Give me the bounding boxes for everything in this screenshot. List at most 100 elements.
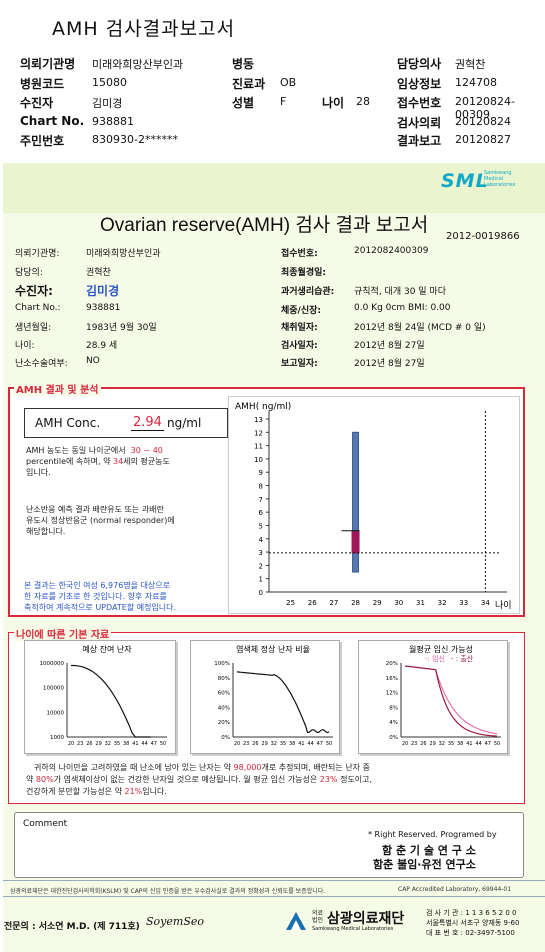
x-tick-label: 29	[95, 741, 101, 747]
amh-conc-label: AMH Conc.	[35, 416, 101, 430]
foundation-name: 삼광의료재단	[327, 911, 405, 927]
report-number: 2012-0019866	[446, 231, 520, 242]
x-tick-label: 31	[416, 599, 425, 607]
header-key: 진료과	[232, 77, 266, 91]
cert-text: 삼광의료재단은 대한진단검사의학회(KSLM) 및 CAP의 신임 인증을 받은…	[10, 888, 326, 895]
amh-response-text: 난소반응 예측 결과 배란유도 또는 과배란 유도시 정상반응군 (normal…	[26, 505, 175, 536]
y-tick-label: 2	[259, 562, 263, 570]
header-key: 임상정보	[397, 77, 442, 91]
info-key: 나이:	[15, 341, 35, 351]
header-value: 미래와희망산부인과	[92, 58, 184, 71]
y-tick-label: 8%	[389, 705, 398, 711]
x-tick-label: 50	[160, 741, 166, 747]
header-value: 15080	[92, 76, 127, 89]
header-key: 검사의뢰	[397, 116, 442, 130]
info-key: 보고일자:	[281, 359, 318, 369]
y-tick-label: 11	[254, 443, 263, 451]
comment-label: Comment	[23, 819, 68, 829]
x-tick-label: 38	[289, 741, 295, 747]
x-tick-label: 50	[326, 741, 332, 747]
info-value: 2012년 8월 27일	[354, 341, 425, 351]
y-tick-label: 100%	[214, 661, 230, 667]
y-tick-label: 12	[254, 429, 263, 437]
header-key: 결과보고	[397, 134, 442, 148]
header-key: 병동	[232, 57, 255, 71]
x-tick-label: 47	[317, 741, 323, 747]
x-tick-label: 35	[280, 741, 286, 747]
chromosome-chart: 염색체 정상 난자 비율 100% 80% 60% 40% 20% 0% 20 23 26 29 32…	[214, 644, 333, 747]
egg-count-chart-panel: 예상 잔여 난자 1000000 100000 10000 1000 20 23 26 29 32…	[24, 640, 176, 754]
x-tick-label: 29	[429, 741, 435, 747]
info-key: 검사일자:	[281, 341, 318, 351]
y-tick-label: 60%	[218, 691, 230, 697]
footer-divider-2	[3, 896, 545, 897]
y-tick-label: 1000000	[40, 661, 65, 667]
info-value: 2012082400309	[354, 246, 429, 256]
foundation-contact: 검 사 기 관 : 1 1 3 6 5 2 0 0 서울특별시 서초구 양재동 …	[426, 909, 520, 937]
x-tick-label: 44	[307, 741, 313, 747]
info-key: 의뢰기관명:	[15, 249, 60, 259]
header-value: 김미경	[92, 97, 123, 110]
y-tick-label: 6	[259, 509, 264, 517]
chromosome-line	[236, 671, 330, 734]
header-key: 나이	[322, 96, 345, 110]
x-tick-label: 41	[132, 741, 138, 747]
x-tick-label: 32	[438, 599, 447, 607]
info-value: 2012년 8월 27일	[354, 359, 425, 369]
birth-line	[404, 665, 498, 737]
header-value: 28	[356, 95, 370, 108]
y-tick-label: 10	[254, 456, 263, 464]
info-key: 생년월일:	[15, 323, 52, 333]
x-tick-label: 23	[411, 741, 417, 747]
x-tick-label: 41	[466, 741, 472, 747]
x-tick-label: 35	[448, 741, 454, 747]
doctor-signature: SoyemSeo	[146, 915, 204, 928]
info-value: 2012년 8월 24일 (MCD # 0 일)	[354, 323, 486, 333]
header-value: 830930-2******	[92, 133, 178, 146]
y-tick-label: 13	[254, 416, 263, 424]
page-title: AMH 검사결과보고서	[52, 18, 236, 40]
y-tick-label: 1000	[50, 735, 64, 741]
info-key: 최종월경일:	[281, 268, 326, 278]
egg-count-line	[71, 664, 151, 738]
header-value: 20120824	[455, 115, 511, 128]
y-tick-label: 40%	[218, 705, 230, 711]
x-tick-label: 47	[151, 741, 157, 747]
header-value: 124708	[455, 76, 497, 89]
rights-text: * Right Reserved. Programed by	[368, 830, 497, 839]
x-tick-label: 20	[402, 741, 408, 747]
x-tick-label: 35	[114, 741, 120, 747]
info-value: 규칙적, 대개 30 일 마다	[354, 287, 446, 297]
header-key: Chart No.	[20, 114, 85, 128]
info-value: 김미경	[86, 284, 120, 298]
legend-pregnancy: -: 임신	[425, 654, 445, 663]
chart-title: 월평균 임신 가능성	[409, 644, 473, 654]
info-value: 미래와희망산부인과	[86, 249, 161, 259]
info-key: 접수번호:	[281, 249, 318, 259]
amh-conc-box: AMH Conc. 2.94 ng/ml	[24, 408, 228, 438]
chromosome-chart-panel: 염색체 정상 난자 비율 100% 80% 60% 40% 20% 0% 20 23 26 29 32…	[190, 640, 340, 754]
x-tick-label: 33	[459, 599, 468, 607]
y-tick-label: 20%	[386, 661, 398, 667]
x-tick-label: 30	[394, 599, 403, 607]
cap-text: CAP Accredited Laboratory, 69944-01	[398, 886, 512, 893]
y-tick-label: 4	[259, 536, 264, 544]
header-value: 938881	[92, 115, 134, 128]
range-bar	[352, 431, 360, 573]
x-tick-label: 23	[243, 741, 249, 747]
x-tick-label: 26	[420, 741, 426, 747]
org-name-1: 함 춘 기 술 연 구 소	[382, 844, 476, 857]
y-tick-label: 1	[259, 576, 263, 584]
x-tick-label: 29	[261, 741, 267, 747]
foundation-name-en: Samkwang Medical Laboratories	[312, 926, 394, 932]
y-tick-label: 9	[259, 469, 263, 477]
report-title: Ovarian reserve(AMH) 검사 결과 보고서	[100, 215, 429, 236]
header-value: F	[280, 95, 287, 108]
y-tick-label: 80%	[218, 676, 230, 682]
x-tick-label: 44	[475, 741, 481, 747]
y-tick-label: 5	[259, 522, 263, 530]
header-key: 병원코드	[20, 77, 65, 91]
egg-count-chart: 예상 잔여 난자 1000000 100000 10000 1000 20 23 26 29 32…	[40, 644, 167, 747]
x-tick-label: 28	[351, 599, 360, 607]
